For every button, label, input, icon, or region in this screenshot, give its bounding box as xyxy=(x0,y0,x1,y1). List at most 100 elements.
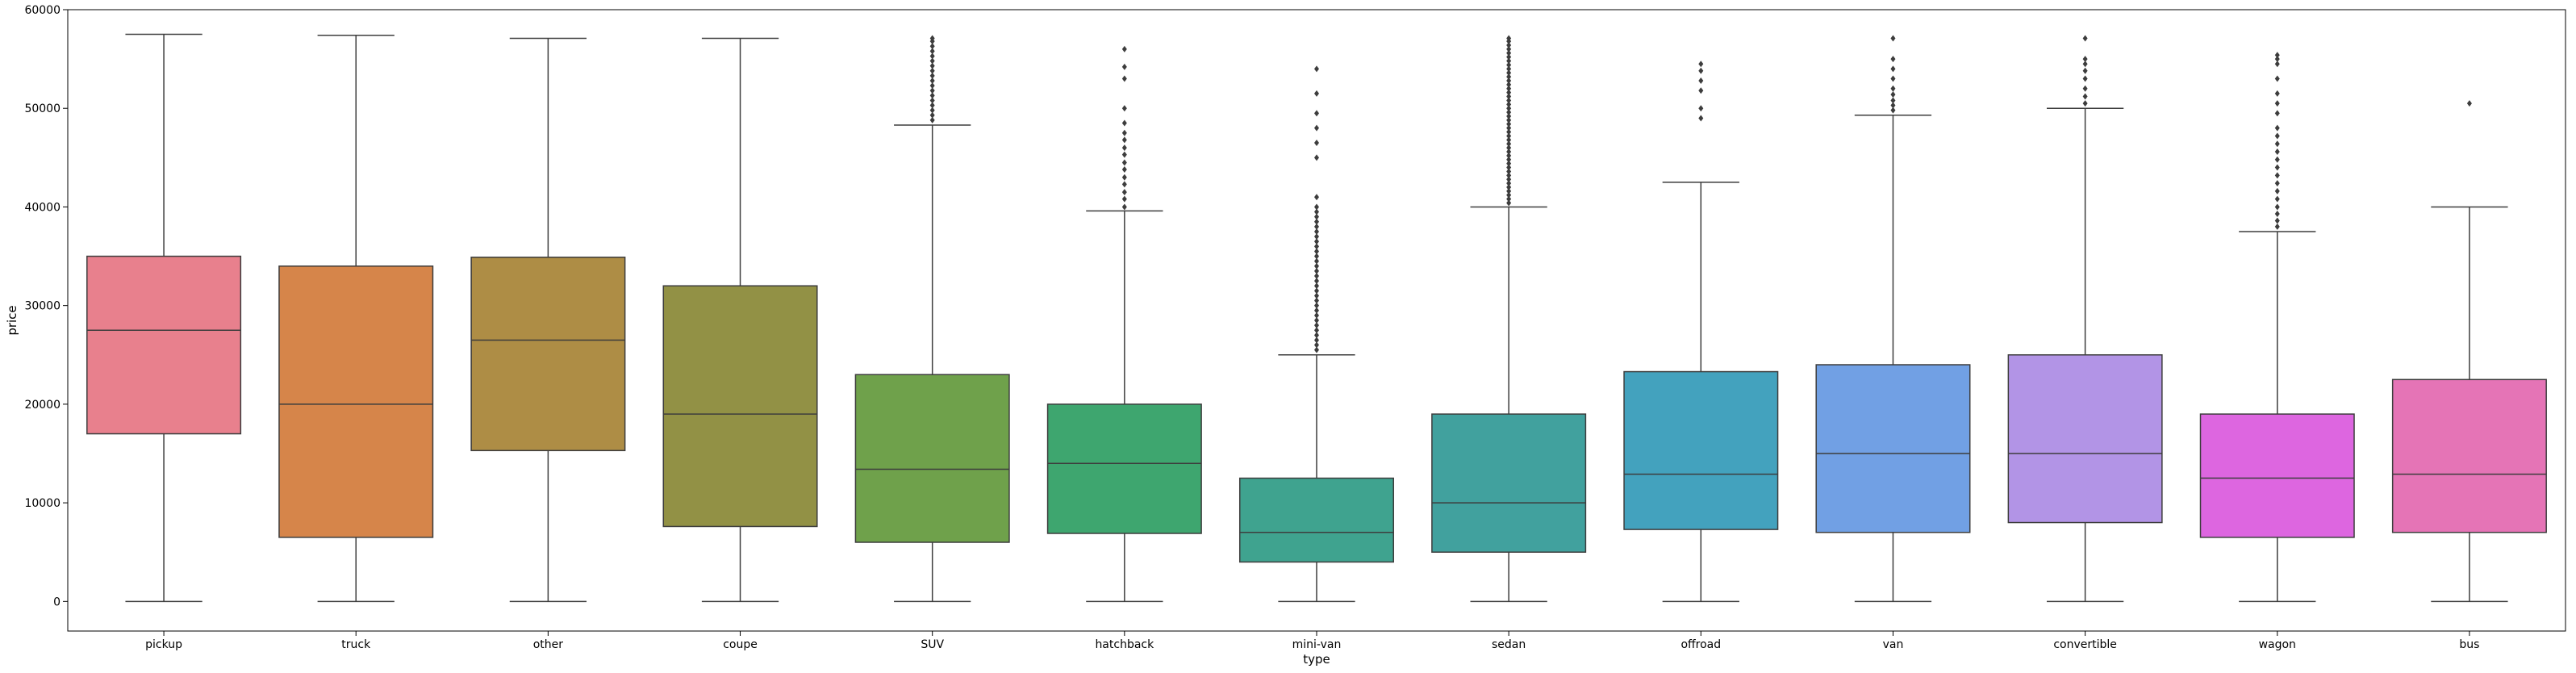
outlier-point xyxy=(929,62,935,69)
outlier-point xyxy=(1698,67,1704,74)
outlier-point xyxy=(929,72,935,79)
y-axis: 0 10000 20000 30000 40000 50000 60000 xyxy=(24,4,68,608)
outlier-point xyxy=(2274,124,2280,132)
outlier-point xyxy=(1506,45,1512,52)
outlier-point xyxy=(1121,75,1127,82)
outlier-point xyxy=(2082,75,2088,82)
outlier-point xyxy=(1314,238,1319,245)
outlier-point xyxy=(1506,172,1512,179)
outlier-point xyxy=(1314,110,1319,117)
outlier-point xyxy=(1890,107,1896,114)
outlier-point xyxy=(1890,102,1896,109)
outlier-point xyxy=(1121,129,1127,136)
y-tick-label: 10000 xyxy=(24,497,61,510)
box-wagon xyxy=(2199,52,2355,603)
outlier-point xyxy=(2274,148,2280,155)
outlier-point xyxy=(1314,228,1319,235)
x-tick-label: offroad xyxy=(1680,638,1721,651)
outlier-point xyxy=(1506,132,1512,140)
outlier-point xyxy=(1121,173,1127,181)
outlier-point xyxy=(1314,341,1319,349)
outlier-point xyxy=(1890,85,1896,92)
outlier-point xyxy=(1121,166,1127,173)
outlier-point xyxy=(1314,243,1319,250)
outlier-point xyxy=(1121,45,1127,52)
outlier-point xyxy=(1314,223,1319,230)
outlier-point xyxy=(1506,53,1512,61)
outlier-point xyxy=(1506,191,1512,199)
outlier-point xyxy=(1314,287,1319,295)
outlier-point xyxy=(1506,168,1512,175)
outlier-point xyxy=(929,35,935,42)
outlier-point xyxy=(1121,195,1127,203)
outlier-point xyxy=(2274,110,2280,117)
outlier-point xyxy=(2082,85,2088,92)
outlier-point xyxy=(2274,56,2280,63)
boxes-group xyxy=(86,33,2547,603)
outlier-point xyxy=(1506,140,1512,148)
outlier-point xyxy=(1314,297,1319,304)
outlier-point xyxy=(1506,120,1512,127)
outlier-point xyxy=(1890,56,1896,63)
iqr-box xyxy=(2007,354,2163,524)
outlier-point xyxy=(1121,203,1127,211)
outlier-point xyxy=(929,77,935,84)
outlier-point xyxy=(929,116,935,123)
outlier-point xyxy=(1698,61,1704,68)
x-tick-label: truck xyxy=(341,638,371,651)
outlier-point xyxy=(1314,208,1319,215)
outlier-point xyxy=(1314,253,1319,260)
x-axis: pickup truck other coupe SUV hatchback mini-va… xyxy=(145,631,2479,651)
outlier-point xyxy=(1698,115,1704,122)
outlier-point xyxy=(1506,128,1512,136)
y-tick-label: 0 xyxy=(53,596,61,608)
outlier-point xyxy=(1121,151,1127,158)
outlier-point xyxy=(1506,113,1512,119)
outlier-point xyxy=(1506,69,1512,77)
outlier-point xyxy=(929,67,935,74)
outlier-point xyxy=(2274,75,2280,82)
outlier-point xyxy=(1506,124,1512,132)
outlier-point xyxy=(929,111,935,119)
box-pickup xyxy=(86,33,242,603)
outlier-point xyxy=(1314,218,1319,225)
x-tick-label: wagon xyxy=(2259,638,2296,651)
outlier-point xyxy=(2274,132,2280,140)
outlier-point xyxy=(1506,42,1512,48)
box-coupe xyxy=(662,37,818,603)
outlier-point xyxy=(1314,302,1319,309)
outlier-point xyxy=(1890,97,1896,104)
outlier-point xyxy=(2274,211,2280,217)
outlier-point xyxy=(1314,307,1319,314)
iqr-box xyxy=(470,257,626,452)
outlier-point xyxy=(1314,273,1319,279)
outlier-point xyxy=(2274,156,2280,163)
outlier-point xyxy=(1506,81,1512,88)
outlier-point xyxy=(2082,61,2088,68)
box-SUV xyxy=(854,35,1010,603)
outlier-point xyxy=(929,57,935,65)
outlier-point xyxy=(1506,93,1512,100)
outlier-point xyxy=(2082,100,2088,107)
outlier-point xyxy=(2082,35,2088,42)
y-tick-label: 30000 xyxy=(24,300,61,313)
outlier-point xyxy=(929,82,935,90)
x-tick-label: sedan xyxy=(1492,638,1526,651)
outlier-point xyxy=(1506,73,1512,81)
outlier-point xyxy=(2274,223,2280,230)
outlier-point xyxy=(1314,327,1319,334)
iqr-box xyxy=(86,255,242,435)
outlier-point xyxy=(1314,322,1319,329)
x-tick-label: coupe xyxy=(723,638,758,651)
outlier-point xyxy=(2274,217,2280,224)
outlier-point xyxy=(1314,332,1319,339)
outlier-point xyxy=(1506,152,1512,159)
outlier-point xyxy=(1121,105,1127,112)
outlier-point xyxy=(1314,262,1319,270)
y-tick-label: 50000 xyxy=(24,102,61,115)
outlier-point xyxy=(1506,195,1512,203)
outlier-point xyxy=(1314,140,1319,146)
iqr-box xyxy=(1238,477,1395,563)
iqr-box xyxy=(854,374,1010,543)
outlier-point xyxy=(1890,75,1896,82)
